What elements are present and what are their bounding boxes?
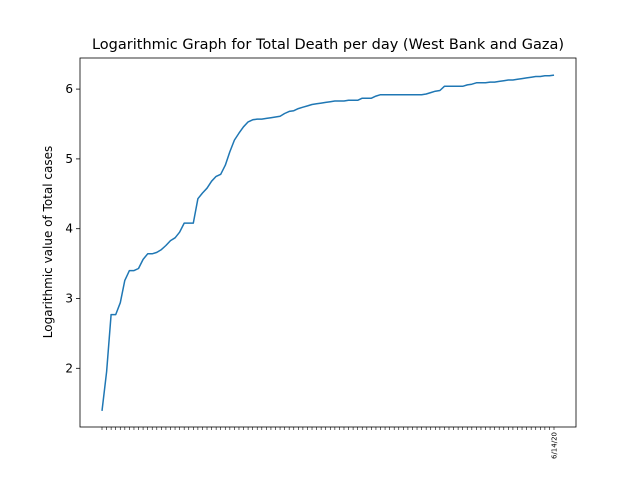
- y-axis-label: Logarithmic value of Total cases: [41, 146, 55, 338]
- chart-title: Logarithmic Graph for Total Death per da…: [92, 37, 564, 53]
- y-tick-label: 3: [65, 292, 73, 306]
- y-tick-label: 5: [65, 152, 73, 166]
- series-line: [101, 74, 555, 411]
- plot-frame: [79, 57, 577, 428]
- x-axis-ticks: 6/14/20: [101, 427, 559, 459]
- plot-series: [101, 74, 555, 411]
- y-axis-ticks: 2 3 4 5 6: [65, 82, 80, 375]
- y-tick-label: 2: [65, 361, 73, 375]
- x-tick-label: 6/14/20: [551, 432, 559, 459]
- y-tick-label: 4: [65, 222, 73, 236]
- y-tick-label: 6: [65, 82, 73, 96]
